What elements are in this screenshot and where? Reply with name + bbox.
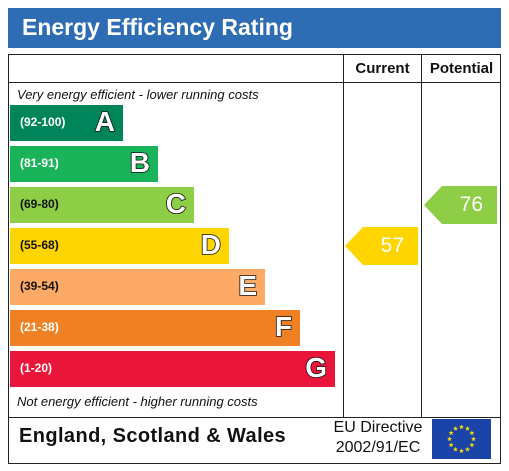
eu-star-icon xyxy=(459,424,464,430)
band-g: (1-20) G xyxy=(10,351,335,387)
eu-star-icon xyxy=(469,442,475,448)
potential-rating-arrow: 76 xyxy=(424,186,497,224)
eu-star-icon xyxy=(465,446,470,452)
band-range-label: (1-20) xyxy=(20,361,53,375)
band-letter-label: F xyxy=(274,310,293,343)
band-letter-label: E xyxy=(238,269,258,302)
eu-directive-line1: EU Directive xyxy=(333,419,423,436)
eu-flag-icon xyxy=(432,419,491,459)
eu-star-icon xyxy=(447,436,452,442)
band-range-label: (39-54) xyxy=(20,279,59,293)
bottom-note: Not energy efficient - higher running co… xyxy=(17,394,258,409)
band-e: (39-54) E xyxy=(10,269,265,305)
eu-star-icon xyxy=(453,426,458,431)
eu-star-icon xyxy=(469,430,475,436)
band-letter-label: G xyxy=(304,351,327,384)
band-range-label: (21-38) xyxy=(20,320,59,334)
top-note: Very energy efficient - lower running co… xyxy=(17,87,259,102)
band-range-label: (69-80) xyxy=(20,197,59,211)
eu-star-icon xyxy=(459,448,464,454)
current-rating-arrow: 57 xyxy=(345,227,418,265)
band-letter-label: C xyxy=(165,187,187,220)
band-a: (92-100) A xyxy=(10,105,123,141)
band-letter-label: A xyxy=(94,105,116,138)
footer-divider xyxy=(8,417,501,418)
page-title: Energy Efficiency Rating xyxy=(22,14,293,40)
band-b: (81-91) B xyxy=(10,146,158,182)
column-divider-current xyxy=(343,54,344,418)
eu-star-icon xyxy=(465,426,470,431)
header-divider xyxy=(8,82,501,83)
eu-directive: EU Directive 2002/91/EC xyxy=(328,418,428,458)
title-banner: Energy Efficiency Rating xyxy=(8,8,501,48)
current-rating-value: 57 xyxy=(380,234,404,257)
band-f: (21-38) F xyxy=(10,310,300,346)
band-d: (55-68) D xyxy=(10,228,229,264)
band-range-label: (81-91) xyxy=(20,156,59,170)
potential-rating-value: 76 xyxy=(459,193,483,216)
rating-table xyxy=(8,54,501,464)
eu-directive-line2: 2002/91/EC xyxy=(335,439,421,456)
band-range-label: (55-68) xyxy=(20,238,59,252)
band-letter-label: D xyxy=(200,228,222,261)
eu-star-icon xyxy=(448,442,454,448)
eu-star-icon xyxy=(453,446,458,452)
column-header-current: Current xyxy=(355,60,410,77)
band-letter-label: B xyxy=(129,146,151,179)
band-c: (69-80) C xyxy=(10,187,194,223)
eu-star-icon xyxy=(471,436,476,442)
band-range-label: (92-100) xyxy=(20,115,66,129)
eu-star-icon xyxy=(448,430,454,436)
country-label: England, Scotland & Wales xyxy=(19,425,287,447)
column-header-potential: Potential xyxy=(429,60,494,77)
column-divider-potential xyxy=(421,54,422,418)
